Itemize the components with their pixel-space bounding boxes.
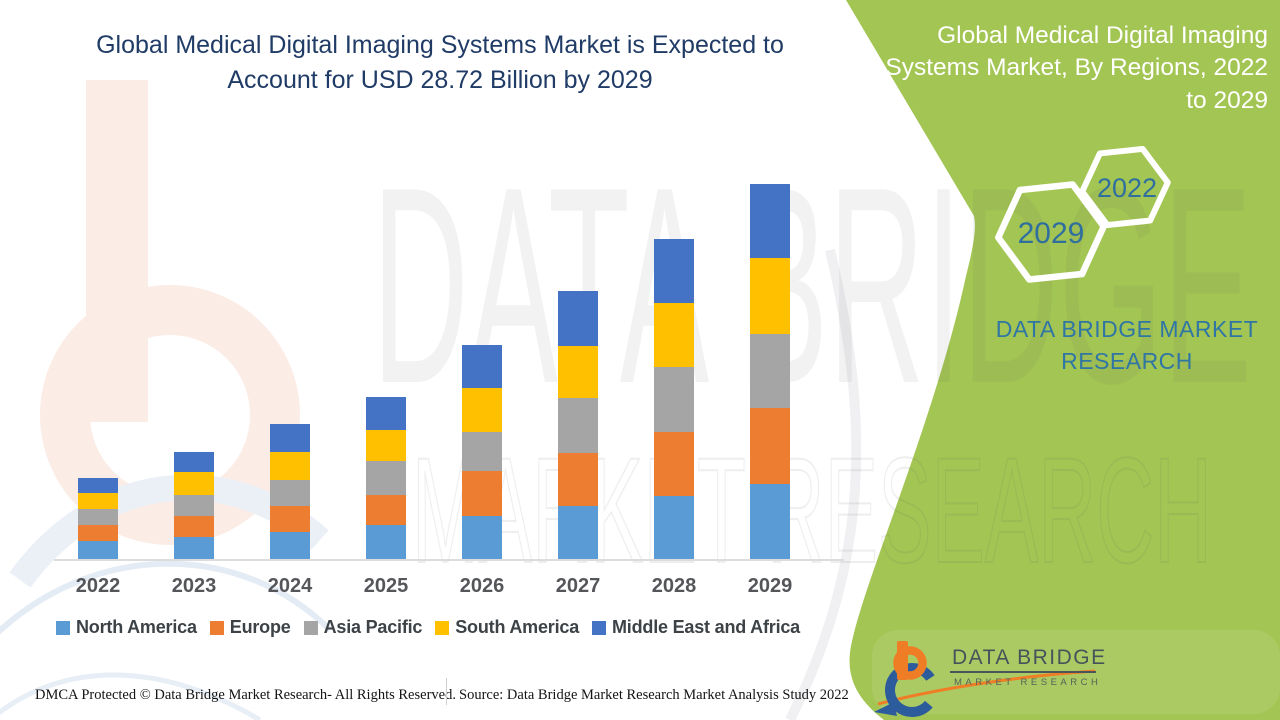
bar-segment-2026-europe bbox=[462, 471, 502, 516]
x-axis-label-2027: 2027 bbox=[555, 575, 601, 597]
legend-item-middle-east-and-africa: Middle East and Africa bbox=[592, 617, 800, 638]
bar-segment-2029-asia-pacific bbox=[750, 334, 790, 408]
bar-segment-2027-north-america bbox=[558, 506, 598, 559]
bar-segment-2026-middle-east-and-africa bbox=[462, 345, 502, 388]
bar-segment-2028-north-america bbox=[654, 496, 694, 559]
sidebar-brand-text: DATA BRIDGE MARKET RESEARCH bbox=[995, 316, 1259, 374]
bar-segment-2028-middle-east-and-africa bbox=[654, 239, 694, 303]
bar-2027 bbox=[558, 291, 598, 559]
x-axis-line bbox=[54, 559, 844, 561]
bar-segment-2022-north-america bbox=[78, 541, 118, 559]
legend-swatch-europe bbox=[209, 620, 224, 635]
x-axis-label-2024: 2024 bbox=[267, 575, 313, 597]
bar-segment-2022-asia-pacific bbox=[78, 509, 118, 525]
sidebar-title-line1: Global Medical Digital Imaging bbox=[937, 22, 1268, 49]
chart-title: Global Medical Digital Imaging Systems M… bbox=[70, 28, 810, 97]
x-axis-label-2022: 2022 bbox=[75, 575, 121, 597]
legend-swatch-middle-east-and-africa bbox=[592, 620, 607, 635]
legend-swatch-north-america bbox=[56, 620, 70, 635]
bar-segment-2026-asia-pacific bbox=[462, 432, 502, 471]
legend-item-north-america: North America bbox=[56, 617, 197, 638]
stacked-bar-chart bbox=[78, 179, 790, 559]
x-axis-labels: 2022 2023 2024 2025 2026 2027 2028 2029 bbox=[50, 575, 818, 598]
watermark-b-bowl bbox=[40, 285, 300, 545]
logo-subtitle: MARKET RESEARCH bbox=[954, 677, 1102, 688]
bar-segment-2024-middle-east-and-africa bbox=[270, 424, 310, 452]
bar-segment-2022-south-america bbox=[78, 493, 118, 509]
bar-segment-2027-south-america bbox=[558, 346, 598, 398]
chart-legend: North America Europe Asia Pacific South Ame… bbox=[56, 617, 800, 638]
bar-segment-2027-europe bbox=[558, 453, 598, 506]
chart-title-line1: Global Medical Digital Imaging Systems M… bbox=[96, 31, 784, 59]
footer-divider bbox=[446, 678, 447, 705]
sidebar-title-line3: to 2029 bbox=[1186, 86, 1268, 114]
bar-2025 bbox=[366, 397, 406, 559]
bar-segment-2024-asia-pacific bbox=[270, 480, 310, 506]
chart-title-line2: Account for USD 28.72 Billion by 2029 bbox=[227, 65, 653, 94]
bar-segment-2025-south-america bbox=[366, 430, 406, 461]
bar-2023 bbox=[174, 452, 214, 559]
x-axis-label-2025: 2025 bbox=[363, 575, 409, 597]
bar-segment-2025-middle-east-and-africa bbox=[366, 397, 406, 430]
legend-item-europe: Europe bbox=[209, 617, 291, 638]
bar-segment-2028-asia-pacific bbox=[654, 367, 694, 432]
footer-source-text: Source: Data Bridge Market Research Mark… bbox=[459, 687, 849, 703]
legend-item-south-america: South America bbox=[435, 617, 579, 638]
x-axis-label-2028: 2028 bbox=[651, 575, 697, 597]
bar-segment-2028-south-america bbox=[654, 303, 694, 367]
bar-segment-2027-asia-pacific bbox=[558, 398, 598, 453]
bar-segment-2025-asia-pacific bbox=[366, 461, 406, 495]
bar-2024 bbox=[270, 424, 310, 559]
bar-segment-2025-north-america bbox=[366, 525, 406, 559]
bar-2029 bbox=[750, 184, 790, 559]
bar-segment-2023-middle-east-and-africa bbox=[174, 452, 214, 472]
legend-item-asia-pacific: Asia Pacific bbox=[303, 617, 423, 638]
bar-segment-2024-north-america bbox=[270, 532, 310, 559]
bar-segment-2029-middle-east-and-africa bbox=[750, 184, 790, 258]
watermark-gray-arc bbox=[785, 248, 862, 720]
bar-segment-2023-asia-pacific bbox=[174, 495, 214, 516]
sidebar-title: Global Medical Digital Imaging Systems M… bbox=[868, 20, 1268, 117]
legend-label: Asia Pacific bbox=[323, 617, 423, 637]
bar-segment-2023-south-america bbox=[174, 472, 214, 495]
legend-swatch-south-america bbox=[435, 620, 450, 635]
bar-segment-2022-middle-east-and-africa bbox=[78, 478, 118, 493]
legend-label: Europe bbox=[229, 617, 291, 637]
footer-dmca-text: DMCA Protected © Data Bridge Market Rese… bbox=[35, 687, 456, 703]
bar-segment-2026-north-america bbox=[462, 516, 502, 559]
bar-2026 bbox=[462, 345, 502, 559]
watermark-swoosh-footer bbox=[0, 672, 262, 720]
logo-title: DATA BRIDGE bbox=[952, 646, 1107, 669]
bar-segment-2026-south-america bbox=[462, 388, 502, 432]
bar-segment-2029-north-america bbox=[750, 484, 790, 559]
watermark-text-market-research: MARKET RESEARCH bbox=[412, 426, 1212, 594]
bar-segment-2024-south-america bbox=[270, 452, 310, 480]
legend-label: South America bbox=[455, 617, 580, 637]
legend-label: North America bbox=[76, 617, 197, 637]
bar-segment-2025-europe bbox=[366, 495, 406, 525]
bar-segment-2027-middle-east-and-africa bbox=[558, 291, 598, 346]
bar-segment-2029-south-america bbox=[750, 258, 790, 334]
watermark-swoosh-thin bbox=[0, 560, 333, 635]
sidebar-green-shape bbox=[846, 0, 1280, 720]
x-axis-label-2023: 2023 bbox=[171, 575, 217, 597]
bar-segment-2023-north-america bbox=[174, 537, 214, 559]
bar-segment-2024-europe bbox=[270, 506, 310, 532]
x-axis-label-2026: 2026 bbox=[459, 575, 505, 597]
bar-segment-2023-europe bbox=[174, 516, 214, 537]
bar-segment-2022-europe bbox=[78, 525, 118, 541]
bar-segment-2029-europe bbox=[750, 408, 790, 484]
sidebar-title-line2: Systems Market, By Regions, 2022 bbox=[885, 54, 1268, 82]
legend-label: Middle East and Africa bbox=[612, 617, 800, 637]
bar-2022 bbox=[78, 478, 118, 559]
x-axis-label-2029: 2029 bbox=[747, 575, 793, 597]
bar-segment-2028-europe bbox=[654, 432, 694, 496]
legend-swatch-asia-pacific bbox=[303, 620, 318, 635]
bar-2028 bbox=[654, 239, 694, 559]
